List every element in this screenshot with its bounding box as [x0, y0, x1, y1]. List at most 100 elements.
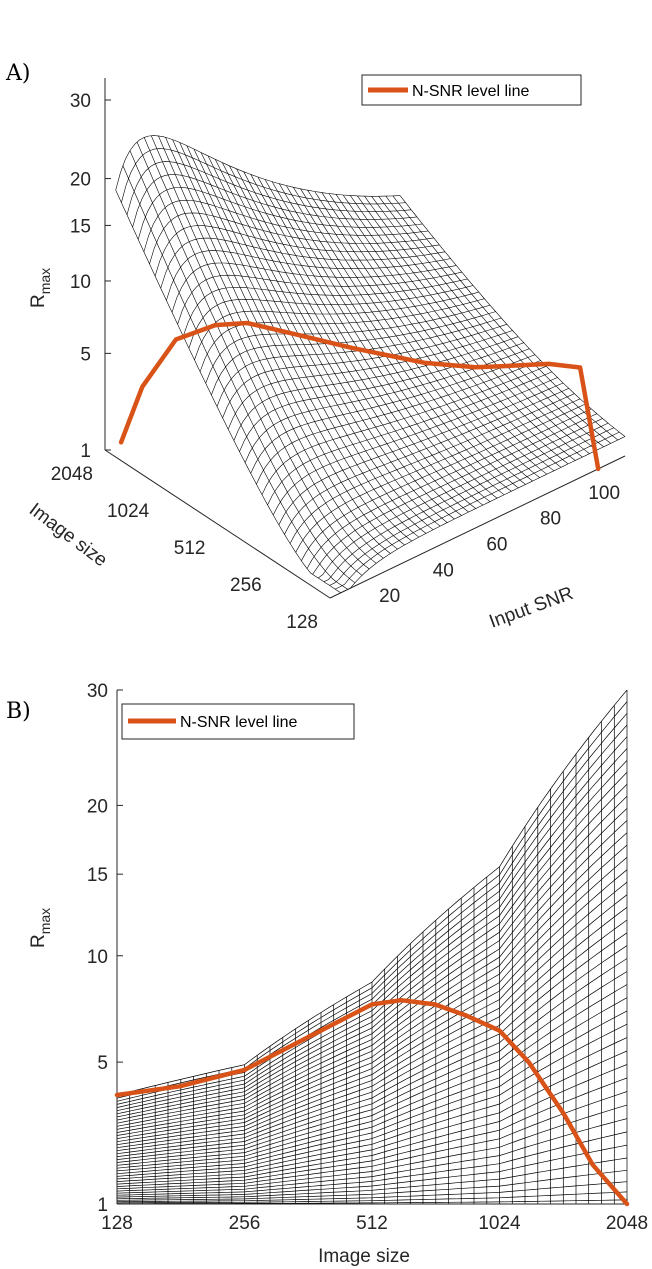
panel-a-mesh-curve	[399, 195, 626, 437]
panel-a-y-tick-label: 15	[70, 216, 91, 237]
panel-a-y-tick-label: 1	[80, 441, 91, 462]
panel-a-image-size-tick-label: 512	[174, 538, 206, 559]
panel-a-mesh-curve	[165, 137, 391, 554]
panel-a-mesh-curve	[271, 181, 498, 499]
panel-a-mesh-curve	[293, 187, 519, 489]
panel-a-image-size-axis	[104, 449, 331, 599]
panel-b-surface-mesh	[116, 689, 628, 1205]
panel-a-mesh-curve	[222, 162, 448, 523]
panel-a-snr-label: Input SNR	[487, 583, 577, 633]
panel-a-mesh-curve	[207, 155, 434, 530]
panel-a-mesh-curve	[158, 135, 384, 559]
panel-a-mesh-curve	[323, 422, 609, 582]
panel-a-mesh-curve	[186, 145, 412, 542]
panel-a-mesh-curve	[115, 189, 341, 594]
panel-a-mesh-curve	[143, 137, 370, 570]
panel-a-image-size-tick-label: 256	[230, 575, 262, 596]
panel-a-mesh-curve	[321, 192, 547, 475]
panel-a-mesh-curve	[129, 150, 356, 584]
panel-a-mesh-curve	[250, 174, 476, 509]
panel-a-mesh-curve	[307, 190, 533, 482]
panel-a-mesh-curve	[364, 195, 590, 454]
panel-a-axes	[104, 78, 626, 599]
panel-b-y-axis-label: Rmax	[28, 908, 53, 948]
panel-a-mesh-curve	[392, 195, 619, 441]
panel-a-mesh-curve	[243, 171, 469, 513]
panel-a-snr-tick-label: 20	[379, 586, 400, 607]
panel-a-mesh-curve	[329, 427, 614, 586]
panel-a-mesh-curve	[214, 159, 441, 527]
panel-a-mesh-curve	[318, 418, 603, 579]
panel-a-surface-mesh	[115, 135, 626, 594]
panel-a-mesh-curve	[357, 195, 583, 458]
panel-b-y-tick-label: 10	[87, 947, 108, 968]
panel-a-mesh-curve	[350, 195, 576, 461]
panel-a-mesh-curve	[371, 196, 597, 451]
panel-a-mesh-curve	[136, 141, 363, 576]
panel-a-mesh-curve	[306, 408, 592, 569]
panel-a-mesh-curve	[257, 176, 484, 506]
panel-a-snr-tick-label: 40	[433, 560, 454, 581]
panel-b-x-axis-label: Image size	[318, 1246, 410, 1267]
panel-a-y-axis-label: Rmax	[28, 268, 53, 308]
panel-a-level-line	[118, 320, 601, 472]
panel-a-mesh-curve	[122, 165, 348, 590]
panel-a-snr-tick-label: 80	[540, 509, 561, 530]
panel-a-mesh-curve	[179, 142, 405, 546]
panel-b-x-tick-label: 2048	[606, 1213, 648, 1234]
panel-a-mesh-curve	[284, 388, 569, 535]
panel-a-snr-axis	[329, 455, 626, 599]
panel-a-y-tick-label: 30	[70, 91, 91, 112]
panel-b-y-tick-label: 20	[87, 796, 108, 817]
panel-b-y-tick-label: 1	[97, 1195, 108, 1216]
panel-b-legend: N-SNR level line	[121, 703, 355, 740]
panel-a-mesh-curve	[328, 193, 555, 472]
panel-a-mesh-curve	[314, 191, 540, 478]
panel-a-mesh-curve	[229, 165, 455, 520]
panel-b-x-tick-label: 256	[229, 1213, 261, 1234]
panel-a-mesh-curve	[335, 194, 562, 468]
panel-a-y-tick-label: 5	[80, 344, 91, 365]
panel-a-y-tick-label: 20	[70, 170, 91, 191]
panel-a-label: A)	[5, 61, 30, 86]
panel-a-image-size-ticks: 2048 1024 512 256 128	[51, 464, 318, 633]
panel-a-legend-label: N-SNR level line	[412, 83, 529, 100]
panel-b-x-ticks: 128 256 512 1024 2048	[101, 1198, 648, 1234]
panel-a-legend: N-SNR level line	[361, 74, 582, 106]
panel-a-snr-tick-label: 60	[486, 535, 507, 556]
panel-a-mesh-curve	[264, 179, 491, 502]
panel-a-mesh-curve	[385, 195, 611, 444]
panel-a-snr-ticks: 20 40 60 80 100	[379, 483, 620, 607]
panel-a-mesh-curve	[172, 139, 398, 550]
panel-a-mesh-curve	[151, 135, 377, 564]
panel-a-mesh-curve	[227, 330, 513, 430]
panel-a-mesh-curve	[236, 168, 462, 516]
panel-a-mesh-curve	[312, 413, 598, 575]
panel-a-mesh-curve	[301, 403, 586, 561]
panel-b-x-tick-label: 512	[356, 1213, 388, 1234]
panel-b-y-tick-label: 30	[87, 681, 108, 702]
panel-a-mesh-curve	[126, 161, 412, 215]
panel-a-mesh-curve	[286, 185, 512, 492]
panel-a-mesh-curve	[222, 324, 507, 419]
panel-a-mesh-curve	[378, 196, 604, 448]
panel-a-image-size-tick-label: 1024	[107, 501, 150, 522]
panel-a-image-size-tick-label: 128	[286, 612, 318, 633]
panel-b-x-tick-label: 1024	[478, 1213, 521, 1234]
panel-b-x-tick-label: 128	[101, 1213, 133, 1234]
panel-a-mesh-curve	[278, 183, 505, 496]
panel-a-mesh-curve	[143, 199, 429, 252]
panel-b-level-line	[114, 997, 630, 1207]
panel-a-mesh-curve	[340, 436, 626, 594]
panel-a-mesh-curve	[342, 194, 569, 465]
panel-b-y-tick-label: 15	[87, 865, 108, 886]
panel-a-mesh-curve	[193, 148, 420, 538]
panel-a-mesh-curve	[200, 152, 427, 534]
panel-b-label: B)	[6, 699, 31, 724]
panel-a-image-size-label: Image size	[25, 499, 111, 571]
